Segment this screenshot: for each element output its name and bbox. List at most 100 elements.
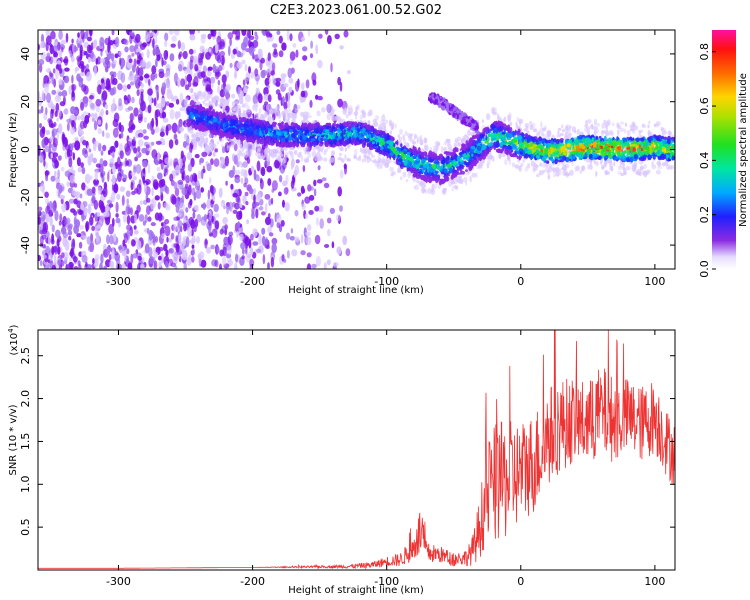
halo-blob <box>516 117 520 122</box>
noise-blob <box>78 63 85 69</box>
noise-blob <box>82 148 85 156</box>
noise-blob <box>77 115 81 121</box>
noise-blob <box>144 243 150 254</box>
noise-blob <box>112 127 119 138</box>
noise-blob <box>177 220 183 229</box>
halo-blob <box>275 157 280 161</box>
noise-blob <box>160 159 164 170</box>
halo-blob <box>306 156 309 164</box>
noise-blob <box>257 48 263 60</box>
noise-blob <box>189 198 193 206</box>
noise-blob <box>44 198 50 205</box>
noise-blob <box>158 179 164 189</box>
noise-blob <box>249 247 254 256</box>
noise-blob <box>100 150 104 156</box>
halo-blob <box>547 174 551 180</box>
noise-blob <box>146 49 150 59</box>
noise-blob <box>197 65 202 70</box>
noise-blob <box>213 158 220 167</box>
ridge-point <box>461 161 464 165</box>
noise-blob <box>109 158 115 164</box>
halo-blob <box>557 127 562 131</box>
halo-blob <box>620 172 625 177</box>
noise-blob <box>79 193 83 199</box>
noise-blob <box>89 30 93 37</box>
noise-blob <box>326 259 331 266</box>
noise-blob <box>266 244 270 250</box>
halo-blob <box>587 119 592 124</box>
noise-blob <box>153 97 157 107</box>
noise-blob <box>163 49 169 61</box>
halo-blob <box>234 100 239 105</box>
halo-blob <box>265 147 271 154</box>
noise-blob <box>60 166 65 172</box>
noise-blob <box>339 45 344 50</box>
noise-blob <box>228 45 231 56</box>
noise-blob <box>152 179 159 189</box>
noise-blob <box>219 263 222 269</box>
noise-blob <box>137 67 144 77</box>
noise-blob <box>239 203 243 209</box>
noise-blob <box>161 82 167 92</box>
noise-blob <box>206 70 212 77</box>
noise-blob <box>335 213 341 222</box>
halo-blob <box>287 117 290 124</box>
halo-blob <box>308 153 312 158</box>
noise-blob <box>125 190 131 197</box>
noise-blob <box>39 260 43 267</box>
noise-blob <box>185 175 190 184</box>
noise-blob <box>141 257 145 263</box>
noise-blob <box>255 34 259 41</box>
halo-blob <box>643 163 648 170</box>
noise-blob <box>122 214 127 223</box>
noise-blob <box>308 210 314 215</box>
noise-blob <box>182 50 188 60</box>
halo-blob <box>638 129 644 133</box>
noise-blob <box>130 123 136 131</box>
noise-blob <box>278 175 283 183</box>
noise-blob <box>115 217 121 224</box>
noise-blob <box>250 233 254 241</box>
halo-blob <box>291 119 296 123</box>
halo-blob <box>499 116 502 122</box>
noise-blob <box>86 236 92 245</box>
noise-blob <box>177 40 181 50</box>
halo-blob <box>624 122 628 127</box>
noise-blob <box>283 258 287 263</box>
noise-blob <box>122 174 128 181</box>
noise-blob <box>313 188 317 197</box>
noise-blob <box>109 196 114 202</box>
halo-blob <box>574 130 577 134</box>
noise-blob <box>202 202 206 211</box>
noise-blob <box>159 131 165 137</box>
noise-blob <box>147 31 154 37</box>
noise-blob <box>112 86 117 95</box>
noise-blob <box>170 94 174 102</box>
noise-blob <box>92 257 95 265</box>
noise-blob <box>268 78 272 83</box>
noise-blob <box>111 30 115 36</box>
halo-blob <box>365 146 368 153</box>
noise-blob <box>305 231 311 236</box>
noise-blob <box>278 50 284 58</box>
noise-blob <box>191 187 196 196</box>
noise-blob <box>58 30 63 40</box>
noise-blob <box>55 229 61 238</box>
halo-blob <box>525 125 529 131</box>
halo-blob <box>305 111 310 116</box>
noise-blob <box>68 50 72 57</box>
noise-blob <box>150 199 155 210</box>
halo-blob <box>379 163 383 169</box>
noise-blob <box>89 216 94 226</box>
noise-blob <box>158 71 165 79</box>
noise-blob <box>243 87 248 94</box>
noise-blob <box>53 121 57 127</box>
noise-blob <box>71 238 76 250</box>
noise-blob <box>329 207 335 214</box>
noise-blob <box>259 59 263 71</box>
noise-blob <box>74 67 79 72</box>
noise-blob <box>284 202 290 212</box>
noise-blob <box>108 223 114 235</box>
noise-blob <box>51 157 58 163</box>
noise-blob <box>45 30 50 37</box>
